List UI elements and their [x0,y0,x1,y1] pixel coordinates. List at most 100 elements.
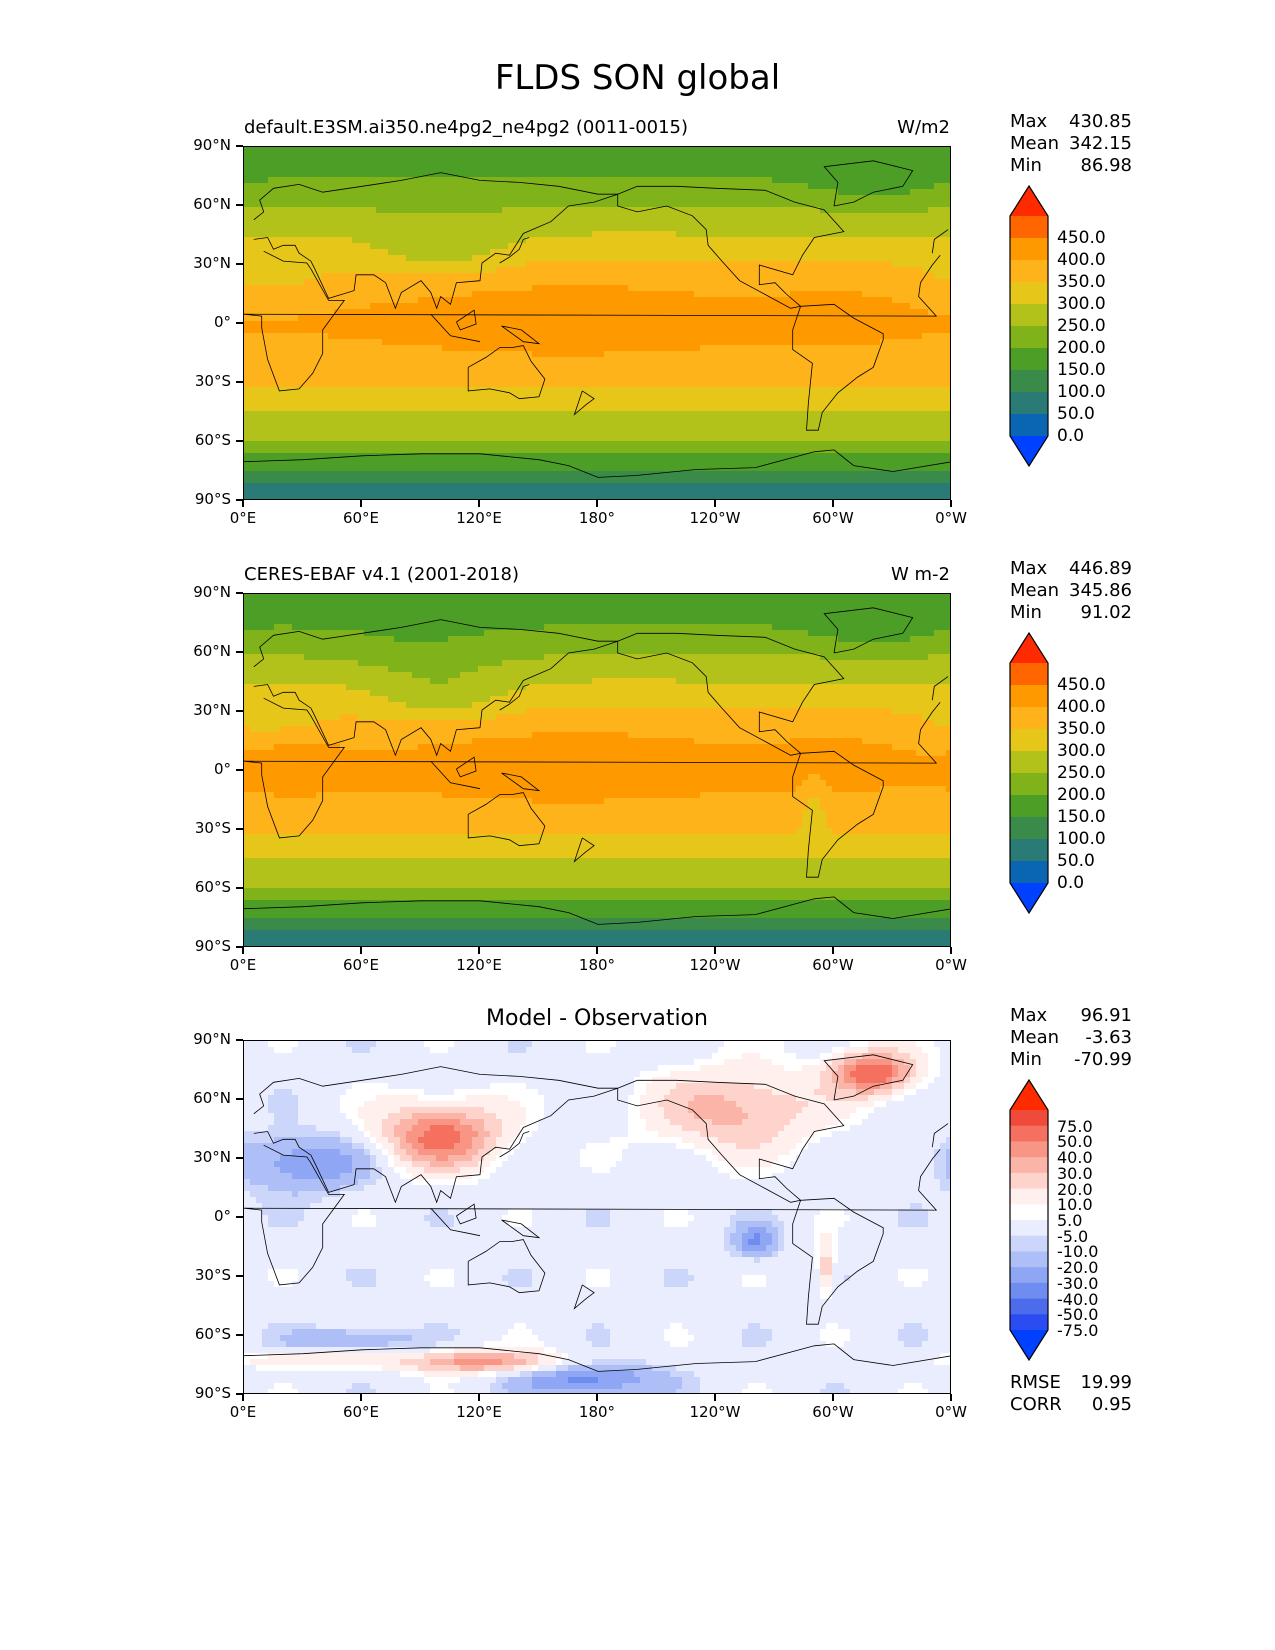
field-cell [352,303,359,310]
field-cell [904,273,911,280]
field-cell [358,213,365,220]
field-cell [610,333,617,340]
field-cell [898,255,905,262]
field-cell [526,285,533,292]
field-cell [892,261,899,268]
field-cell [520,231,527,238]
field-cell [682,195,689,202]
field-cell [532,165,539,172]
field-cell [706,165,713,172]
field-cell [790,219,797,226]
field-cell [790,165,797,172]
field-cell [442,285,449,292]
field-cell [646,195,653,202]
field-cell [838,345,845,352]
field-cell [706,357,713,364]
field-cell [424,165,431,172]
field-cell [490,291,497,298]
field-cell [262,279,269,286]
field-cell [784,183,791,190]
field-cell [736,357,743,364]
field-cell [946,213,950,220]
field-cell [574,267,581,274]
field-cell [598,309,605,316]
field-cell [460,153,467,160]
field-cell [544,333,551,340]
field-cell [436,225,443,232]
field-cell [658,159,665,166]
field-cell [520,261,527,268]
field-cell [940,291,947,298]
field-cell [838,279,845,286]
field-cell [496,273,503,280]
field-cell [310,363,317,370]
field-cell [502,159,509,166]
field-cell [472,249,479,256]
field-cell [556,171,563,178]
field-cell [358,363,365,370]
field-cell [898,213,905,220]
field-cell [640,387,647,394]
field-cell [796,333,803,340]
field-cell [352,267,359,274]
field-cell [298,255,305,262]
field-cell [556,219,563,226]
field-cell [772,339,779,346]
field-cell [916,195,923,202]
field-cell [940,237,947,244]
field-cell [580,219,587,226]
field-cell [340,345,347,352]
field-cell [328,399,335,406]
field-cell [730,285,737,292]
field-cell [436,303,443,310]
field-cell [832,147,839,154]
field-cell [748,249,755,256]
field-cell [352,309,359,316]
field-cell [640,309,647,316]
field-cell [910,249,917,256]
field-cell [496,171,503,178]
field-cell [724,303,731,310]
field-cell [586,225,593,232]
field-cell [448,207,455,214]
field-cell [532,375,539,382]
field-cell [514,231,521,238]
field-cell [628,231,635,238]
field-cell [394,315,401,322]
field-cell [328,387,335,394]
field-cell [934,213,941,220]
field-cell [946,339,950,346]
field-cell [634,231,641,238]
field-cell [706,171,713,178]
field-cell [556,333,563,340]
field-cell [754,393,761,400]
field-cell [532,201,539,208]
field-cell [592,201,599,208]
field-cell [244,213,251,220]
field-cell [382,159,389,166]
field-cell [802,327,809,334]
field-cell [550,381,557,388]
field-cell [904,219,911,226]
field-cell [880,327,887,334]
field-cell [514,273,521,280]
field-cell [868,213,875,220]
field-cell [766,243,773,250]
field-cell [634,261,641,268]
field-cell [742,237,749,244]
field-cell [790,189,797,196]
field-cell [928,207,935,214]
field-cell [712,237,719,244]
field-cell [610,207,617,214]
field-cell [934,279,941,286]
field-cell [376,369,383,376]
field-cell [592,273,599,280]
field-cell [268,243,275,250]
field-cell [886,309,893,316]
field-cell [868,147,875,154]
field-cell [880,159,887,166]
field-cell [508,285,515,292]
field-cell [280,387,287,394]
field-cell [292,225,299,232]
